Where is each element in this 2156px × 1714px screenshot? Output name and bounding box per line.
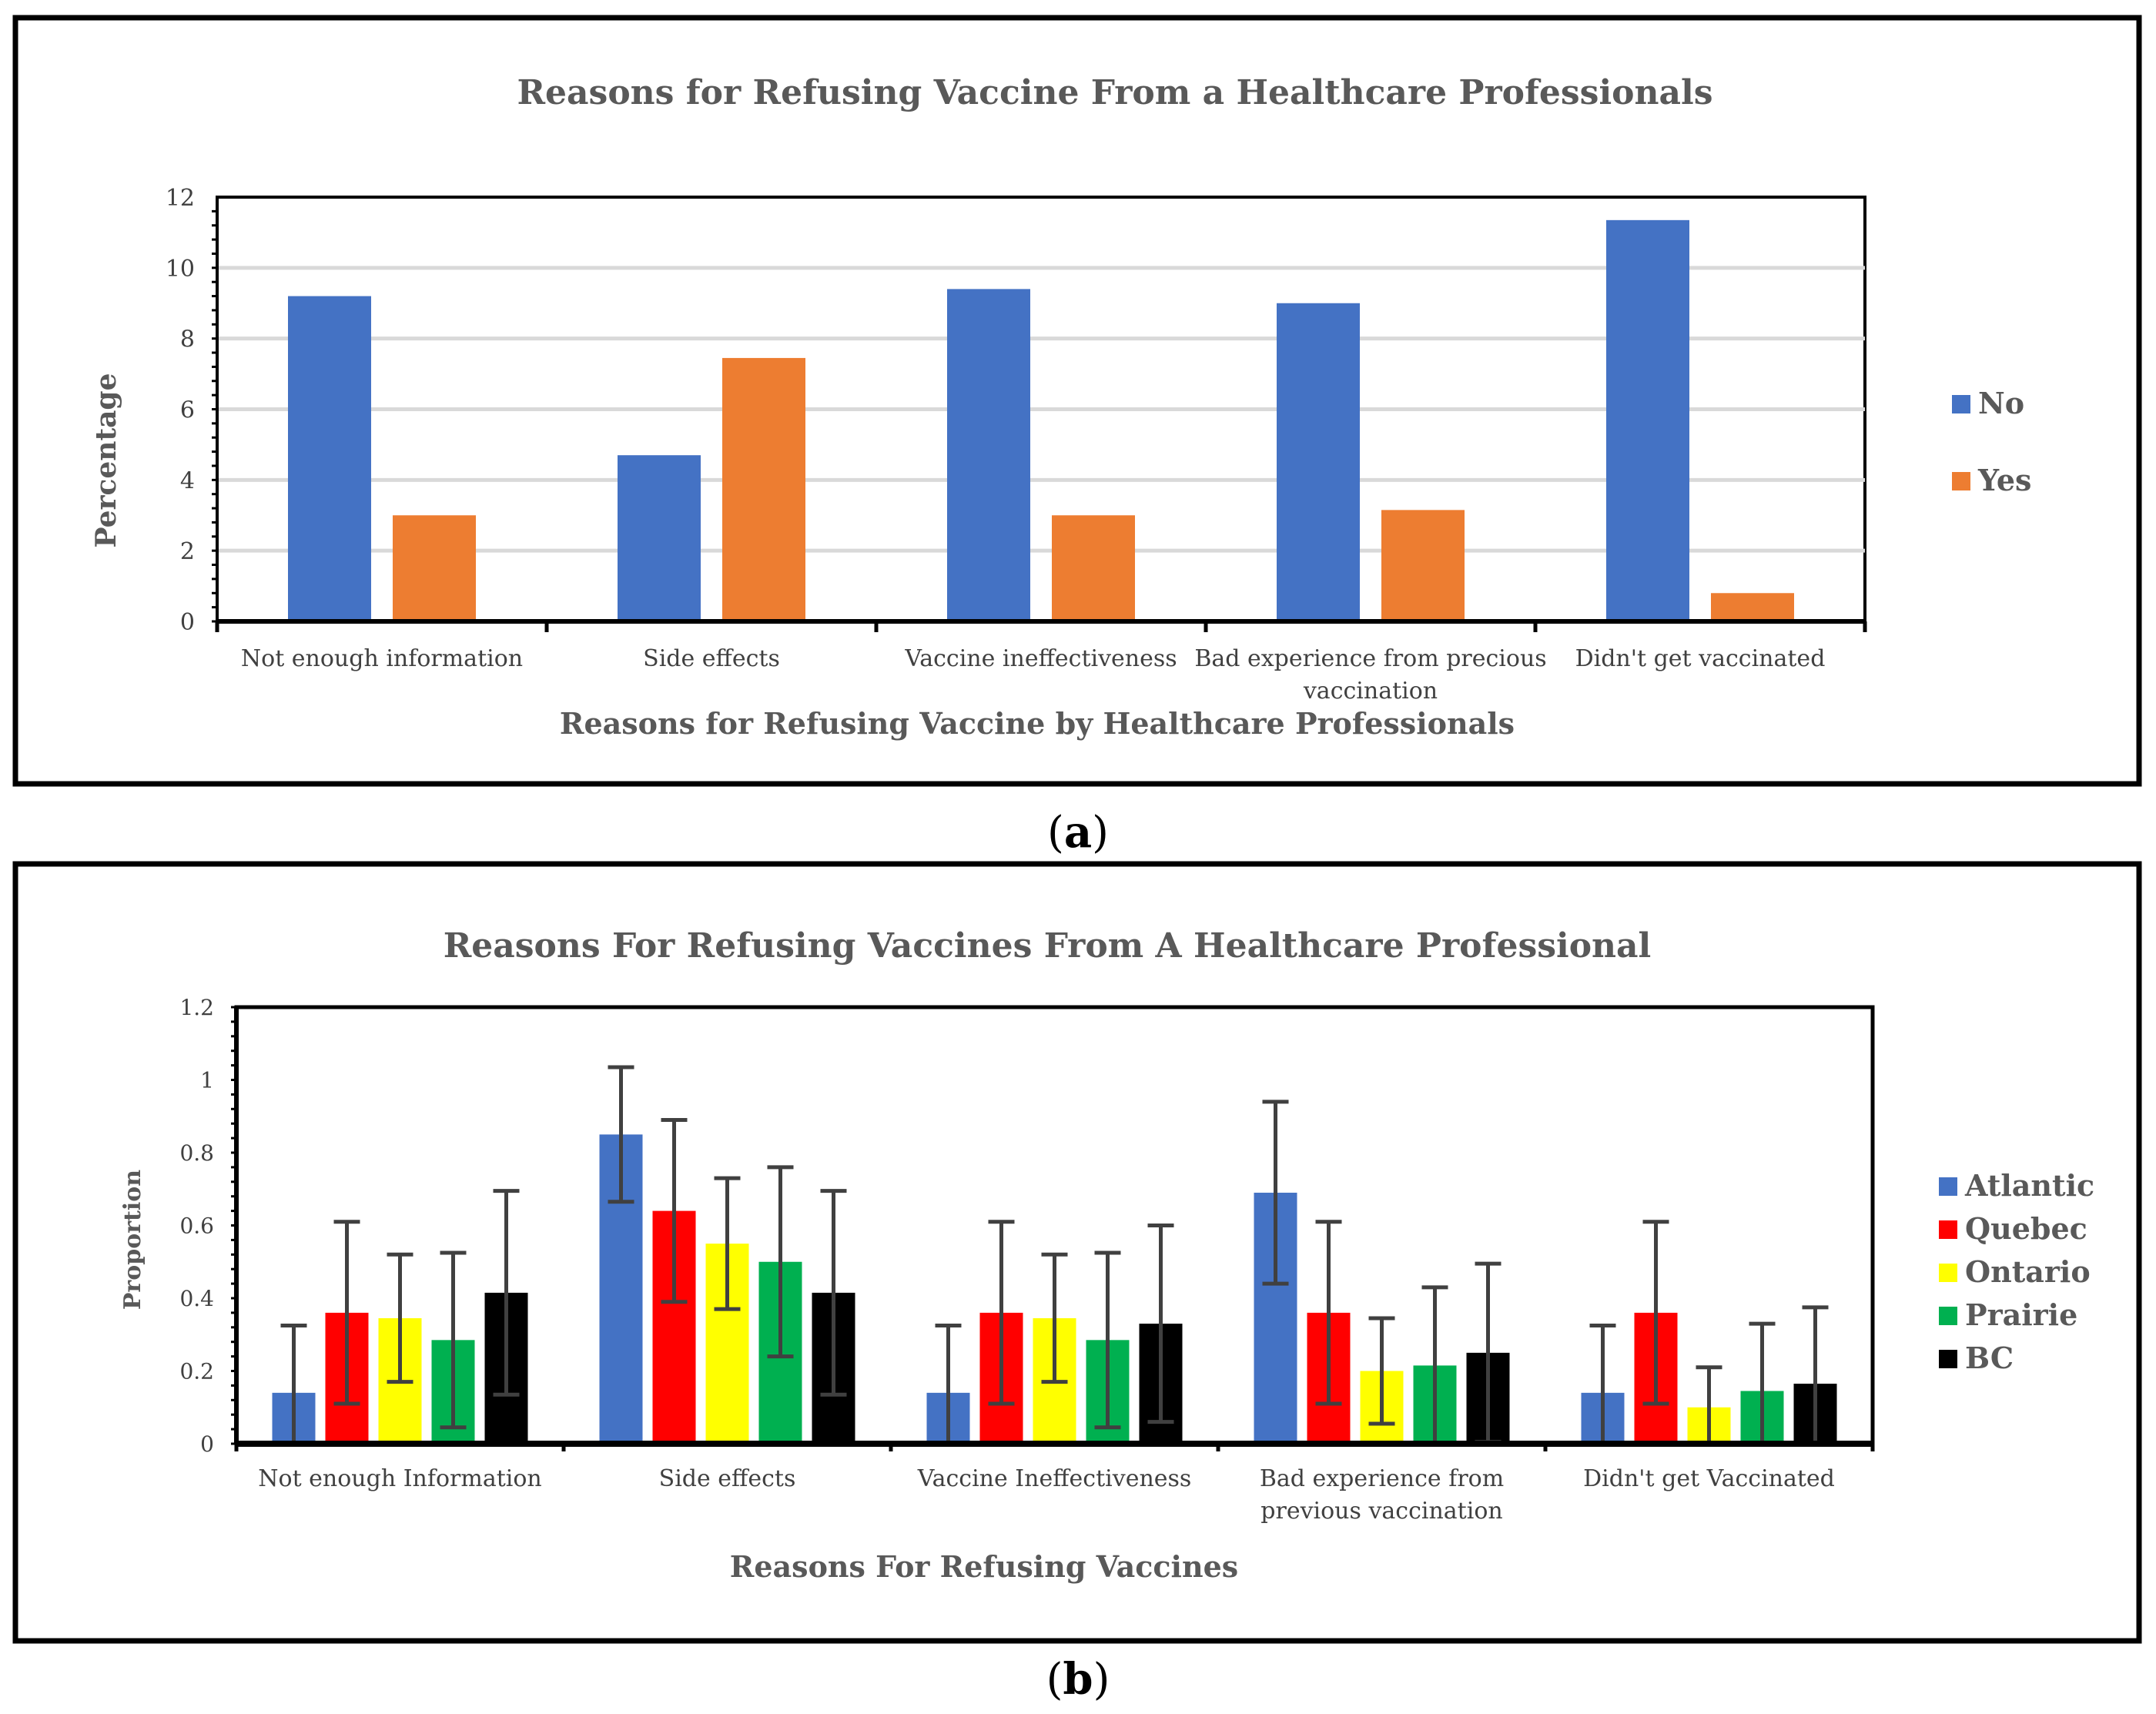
- chart-b-y-tick-label: 0.4: [179, 1286, 214, 1311]
- chart-a-category-label: Not enough information: [241, 645, 523, 672]
- chart-b-error-bar: [333, 1220, 360, 1406]
- chart-a-bar-yes: [1052, 515, 1135, 621]
- chart-a-bar-yes: [393, 515, 476, 621]
- chart-b-error-bar: [820, 1189, 847, 1397]
- chart-a-bar-yes: [1711, 593, 1794, 621]
- chart-b-error-bar: [1147, 1224, 1174, 1424]
- chart-a-y-axis-title: Percentage: [90, 373, 122, 547]
- chart-a-y-tick-label: 8: [180, 326, 195, 353]
- chart-b-category-labels: Not enough Information Side effects Vaccin…: [258, 1465, 1835, 1525]
- chart-b-y-tick-label: 0.6: [179, 1214, 214, 1239]
- chart-a-bar-no: [1277, 303, 1360, 621]
- chart-b-legend-swatch: [1939, 1264, 1957, 1282]
- chart-b-y-tick-label: 1: [200, 1068, 214, 1093]
- chart-b-category-label: Bad experience from: [1260, 1465, 1504, 1492]
- chart-a-legend-swatch: [1952, 472, 1970, 490]
- chart-b-legend-swatch: [1939, 1220, 1957, 1239]
- chart-b-error-bar: [1262, 1100, 1289, 1286]
- panel-b-frame: [12, 861, 2142, 1644]
- chart-b-legend-label: Prairie: [1965, 1297, 2077, 1332]
- chart-a-y-tick-label: 6: [180, 397, 195, 424]
- panel-a-label: (a): [1047, 807, 1109, 858]
- chart-b-error-bar: [1368, 1316, 1395, 1426]
- chart-b-category-label: Side effects: [659, 1465, 796, 1492]
- chart-a-y-tick-label: 10: [166, 256, 195, 283]
- chart-b-y-axis-title: Proportion: [119, 1170, 146, 1310]
- chart-a-bar-yes: [1381, 510, 1465, 621]
- chart-b-y-tick-label: 0.8: [179, 1140, 214, 1166]
- chart-b-error-bar: [714, 1176, 741, 1311]
- chart-b-error-bar: [661, 1117, 688, 1304]
- chart-a-category-label: Side effects: [643, 645, 780, 672]
- chart-a-bar-no: [618, 455, 701, 621]
- chart-a-category-label: Vaccine ineffectiveness: [904, 645, 1177, 672]
- chart-b-error-bar: [387, 1252, 413, 1384]
- chart-b-legend-label: Quebec: [1965, 1211, 2087, 1246]
- chart-b-error-bar: [988, 1220, 1015, 1406]
- chart-a-category-label: Bad experience from precious: [1194, 645, 1546, 672]
- chart-a-y-tick-label: 2: [180, 538, 195, 565]
- chart-a-category-labels: Not enough information Side effects Vaccin…: [241, 645, 1826, 705]
- chart-a-y-axis: 0 2 4 6 8 10 12: [166, 185, 219, 636]
- chart-b-category-label: Vaccine Ineffectiveness: [917, 1465, 1192, 1492]
- chart-a-y-tick-label: 4: [180, 467, 195, 494]
- chart-a-category-label: vaccination: [1303, 678, 1438, 705]
- chart-b-y-tick-label: 0: [200, 1431, 214, 1457]
- chart-a-gridlines: [217, 266, 1865, 553]
- chart-b-x-axis-title: Reasons For Refusing Vaccines: [730, 1549, 1238, 1584]
- chart-a-bars: [288, 219, 1794, 621]
- chart-a-legend-swatch: [1952, 395, 1970, 413]
- chart-a-bar-yes: [722, 357, 805, 621]
- chart-b-bars: [272, 1065, 1837, 1446]
- chart-a-x-axis-title: Reasons for Refusing Vaccine by Healthca…: [560, 706, 1515, 741]
- chart-b-category-label: Not enough Information: [258, 1465, 541, 1492]
- chart-a-x-axis: [215, 619, 1867, 632]
- chart-b-error-bar: [1041, 1252, 1068, 1384]
- chart-a-title: Reasons for Refusing Vaccine From a Heal…: [517, 73, 1712, 112]
- chart-b-legend-label: BC: [1965, 1341, 2014, 1375]
- chart-a-y-tick-label: 12: [166, 185, 195, 212]
- chart-a-legend-label: No: [1978, 386, 2024, 420]
- chart-b-error-bar: [493, 1189, 520, 1397]
- chart-b-error-bar: [1315, 1220, 1342, 1406]
- chart-b-y-tick-label: 0.2: [179, 1359, 214, 1384]
- chart-b-error-bar: [1094, 1250, 1121, 1430]
- chart-b-y-tick-label: 1.2: [179, 995, 214, 1020]
- chart-a-bar-no: [1606, 219, 1689, 621]
- chart-b-x-axis: [234, 1441, 1875, 1451]
- chart-b-error-bar: [440, 1250, 467, 1430]
- chart-a-y-tick-label: 0: [180, 609, 195, 636]
- chart-a-category-label: Didn't get vaccinated: [1575, 645, 1826, 672]
- panel-b: Reasons For Refusing Vaccines From A Hea…: [12, 861, 2142, 1644]
- chart-b-category-label: Didn't get Vaccinated: [1583, 1465, 1835, 1492]
- chart-a-legend: No Yes: [1952, 386, 2031, 497]
- panel-a: Reasons for Refusing Vaccine From a Heal…: [12, 15, 2142, 787]
- chart-a-bar-no: [288, 296, 371, 621]
- chart-b-legend-label: Atlantic: [1964, 1168, 2094, 1203]
- panel-b-label: (b): [1046, 1654, 1110, 1705]
- chart-b-legend: Atlantic Quebec Ontario Prairie BC: [1939, 1168, 2094, 1375]
- chart-a-legend-label: Yes: [1977, 463, 2031, 497]
- chart-b-error-bar: [1642, 1220, 1669, 1406]
- chart-b-error-bar: [608, 1065, 634, 1204]
- chart-b-y-axis: 0 0.2 0.4 0.6 0.8 1 1.2: [179, 995, 239, 1457]
- chart-b-legend-swatch: [1939, 1307, 1957, 1325]
- chart-b-error-bar: [767, 1165, 794, 1359]
- chart-b-category-label: previous vaccination: [1260, 1498, 1502, 1525]
- chart-a-bar-no: [947, 289, 1030, 621]
- chart-b-title: Reasons For Refusing Vaccines From A Hea…: [444, 926, 1652, 966]
- chart-b-legend-swatch: [1939, 1177, 1957, 1196]
- chart-b-legend-label: Ontario: [1965, 1254, 2091, 1289]
- panel-a-frame: [12, 15, 2142, 787]
- chart-b-legend-swatch: [1939, 1350, 1957, 1368]
